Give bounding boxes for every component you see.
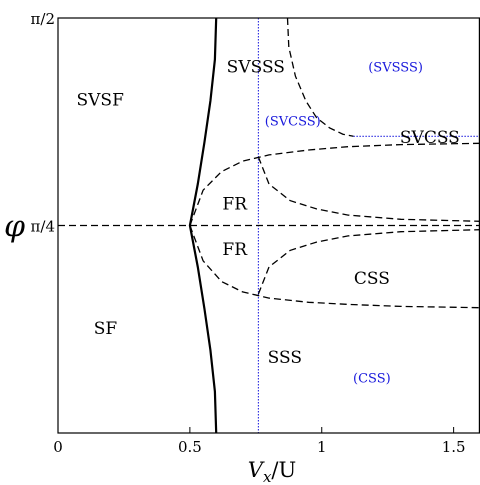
x-tick-label: 1 — [317, 438, 327, 456]
chart-labels: SVSF SF SVSSS SVCSS FR FR CSS SSS (SVSSS) (SVCSS)… — [77, 57, 460, 386]
series-line-5 — [189, 225, 480, 309]
y-tick-label: π/2 — [31, 10, 55, 28]
x-tick-label: 0.5 — [178, 438, 202, 456]
y-tick-label: π/4 — [31, 218, 55, 236]
x-axis-label: Vx/U — [248, 458, 296, 485]
region-label: FR — [222, 240, 248, 260]
region-label: CSS — [354, 269, 390, 289]
region-label: (CSS) — [353, 372, 391, 387]
y-axis-label: φ — [4, 210, 25, 245]
chart-marks — [58, 17, 480, 434]
axis-ticks: 0 0.5 1 1.5 π/4 π/2 — [31, 10, 466, 456]
region-label: SVSF — [77, 91, 125, 111]
x-tick-label: 0 — [53, 438, 63, 456]
region-label: (SVSSS) — [368, 60, 423, 75]
region-label: FR — [222, 194, 248, 214]
region-label: SVCSS — [400, 128, 460, 148]
x-tick-label: 1.5 — [442, 438, 466, 456]
series-line-6 — [286, 17, 354, 137]
region-label: SF — [94, 319, 118, 339]
region-label: SSS — [268, 348, 302, 368]
region-label: (SVCSS) — [265, 114, 321, 129]
region-label: SVSSS — [227, 57, 285, 77]
series-line-8 — [257, 229, 480, 295]
series-line-7 — [257, 156, 480, 222]
series-line-4 — [189, 142, 480, 226]
